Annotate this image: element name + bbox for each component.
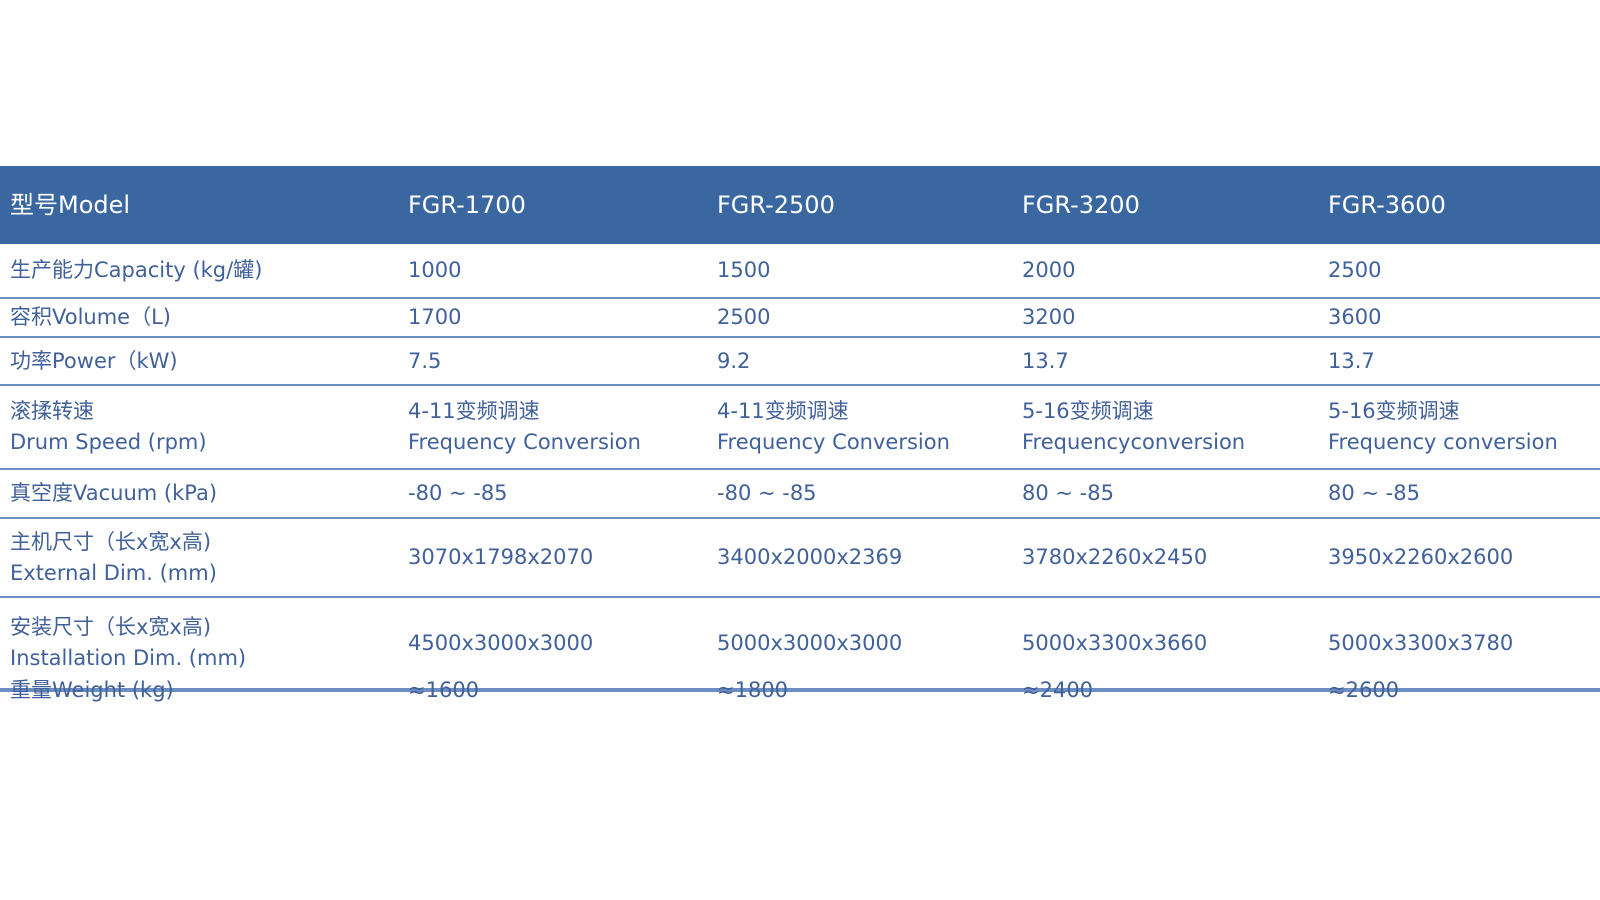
cell-line: 容积Volume（L) [10, 305, 171, 329]
table-row: 安装尺寸（长x宽x高) Installation Dim. (mm) 4500x30… [0, 598, 1600, 690]
row-label: 滚揉转速 Drum Speed (rpm) [10, 386, 207, 468]
cell-line: 3950x2260x2600 [1328, 545, 1514, 569]
cell-line: 3400x2000x2369 [717, 545, 903, 569]
row-value: 13.7 [1022, 338, 1069, 384]
row-value: 80 ~ -85 [1328, 470, 1420, 517]
cell-line: 生产能力Capacity (kg/罐) [10, 258, 263, 282]
cell-line: 2500 [1328, 258, 1382, 282]
cell-line: Frequency Conversion [408, 430, 641, 454]
row-value: 80 ~ -85 [1022, 470, 1114, 517]
row-value: 2500 [1328, 244, 1381, 297]
cell-line: 13.7 [1022, 348, 1069, 373]
cell-line: -80 ~ -85 [717, 481, 817, 505]
cell-line: ≈1800 [717, 677, 789, 702]
cell-line: 1700 [408, 305, 462, 329]
cell-line: ≈1600 [408, 677, 480, 702]
table-row: 滚揉转速 Drum Speed (rpm) 4-11变频调速 Frequency Co… [0, 386, 1600, 470]
cell-line: 2500 [717, 305, 771, 329]
cell-line: 3600 [1328, 305, 1382, 329]
row-value: 5000x3000x3000 [717, 598, 902, 688]
cell-line: 5000x3000x3000 [717, 630, 903, 655]
row-value: 9.2 [717, 338, 750, 384]
row-value: 4-11变频调速 Frequency Conversion [408, 386, 641, 468]
cell-line: 功率Power（kW) [10, 348, 178, 373]
row-value: 3950x2260x2600 [1328, 519, 1513, 596]
cell-line: 80 ~ -85 [1328, 481, 1420, 505]
cell-line: Frequency conversion [1328, 430, 1558, 454]
table-row: 生产能力Capacity (kg/罐) 1000 1500 2000 2500 [0, 244, 1600, 299]
row-label: 生产能力Capacity (kg/罐) [10, 244, 262, 297]
row-value: 2000 [1022, 244, 1075, 297]
cell-line: 主机尺寸（长x宽x高) [10, 529, 212, 554]
cell-line: 5-16变频调速 [1328, 399, 1460, 423]
cell-line: -80 ~ -85 [408, 481, 508, 505]
row-label: 真空度Vacuum (kPa) [10, 470, 217, 517]
row-label: 安装尺寸（长x宽x高) Installation Dim. (mm) [10, 598, 246, 688]
cell-line: 9.2 [717, 348, 751, 373]
cell-line: 滚揉转速 [10, 399, 94, 423]
cell-line: 安装尺寸（长x宽x高) [10, 615, 212, 639]
cell-line: External Dim. (mm) [10, 560, 217, 585]
row-value: 1000 [408, 244, 461, 297]
row-value: 3200 [1022, 299, 1075, 336]
row-label: 容积Volume（L) [10, 299, 171, 336]
header-model: FGR-3600 [1328, 190, 1446, 219]
row-value: 5000x3300x3780 [1328, 598, 1513, 688]
cell-line: ≈2400 [1022, 677, 1094, 702]
cell-line: 4-11变频调速 [408, 399, 540, 423]
row-label: 主机尺寸（长x宽x高) External Dim. (mm) [10, 519, 217, 596]
header-model: FGR-1700 [408, 190, 526, 219]
cell-line: ≈2600 [1328, 677, 1400, 702]
cell-line: 2000 [1022, 258, 1076, 282]
cell-line: 5000x3300x3660 [1022, 630, 1208, 655]
header-model: FGR-3200 [1022, 190, 1140, 219]
cell-line: Frequency Conversion [717, 430, 950, 454]
row-value: 5-16变频调速 Frequencyconversion [1022, 386, 1245, 468]
cell-line: Frequencyconversion [1022, 430, 1246, 454]
row-value: 3600 [1328, 299, 1381, 336]
cell-line: 1500 [717, 258, 771, 282]
cell-line: 7.5 [408, 348, 442, 373]
cell-line: 5-16变频调速 [1022, 399, 1154, 423]
row-value: -80 ~ -85 [408, 470, 508, 517]
cell-line: 真空度Vacuum (kPa) [10, 481, 218, 505]
table-header-row: 型号Model FGR-1700 FGR-2500 FGR-3200 FGR-3600 [0, 166, 1600, 244]
cell-line: 3200 [1022, 305, 1076, 329]
row-value: 1700 [408, 299, 461, 336]
cell-line: Drum Speed (rpm) [10, 430, 207, 454]
cell-line: 3780x2260x2450 [1022, 545, 1208, 569]
row-value: -80 ~ -85 [717, 470, 817, 517]
row-label: 功率Power（kW) [10, 338, 178, 384]
header-label: 型号Model [10, 190, 131, 219]
cell-line: 4-11变频调速 [717, 399, 849, 423]
row-value: 5-16变频调速 Frequency conversion [1328, 386, 1558, 468]
cell-line: 重量Weight (kg) [10, 677, 174, 702]
cell-line: 5000x3300x3780 [1328, 630, 1514, 655]
cell-line: 80 ~ -85 [1022, 481, 1114, 505]
table-row: 主机尺寸（长x宽x高) External Dim. (mm) 3070x1798x2… [0, 519, 1600, 598]
row-value: 3400x2000x2369 [717, 519, 902, 596]
row-value: 13.7 [1328, 338, 1375, 384]
row-value: 2500 [717, 299, 770, 336]
table-row: 真空度Vacuum (kPa) -80 ~ -85 -80 ~ -85 80 ~ -8… [0, 470, 1600, 519]
header-model: FGR-2500 [717, 190, 835, 219]
cell-line: 13.7 [1328, 348, 1375, 373]
table-row: 功率Power（kW) 7.5 9.2 13.7 13.7 [0, 338, 1600, 386]
table-row: 重量Weight (kg) ≈1600 ≈1800 ≈2400 ≈2600 [0, 678, 1600, 702]
row-value: 1500 [717, 244, 770, 297]
row-value: 3070x1798x2070 [408, 519, 593, 596]
row-value: 5000x3300x3660 [1022, 598, 1207, 688]
cell-line: 4500x3000x3000 [408, 630, 594, 655]
row-value: 4-11变频调速 Frequency Conversion [717, 386, 950, 468]
cell-line: 3070x1798x2070 [408, 545, 594, 569]
table-row: 容积Volume（L) 1700 2500 3200 3600 [0, 299, 1600, 338]
row-value: 4500x3000x3000 [408, 598, 593, 688]
cell-line: 1000 [408, 258, 462, 282]
row-value: 3780x2260x2450 [1022, 519, 1207, 596]
row-value: 7.5 [408, 338, 441, 384]
cell-line: Installation Dim. (mm) [10, 646, 247, 670]
